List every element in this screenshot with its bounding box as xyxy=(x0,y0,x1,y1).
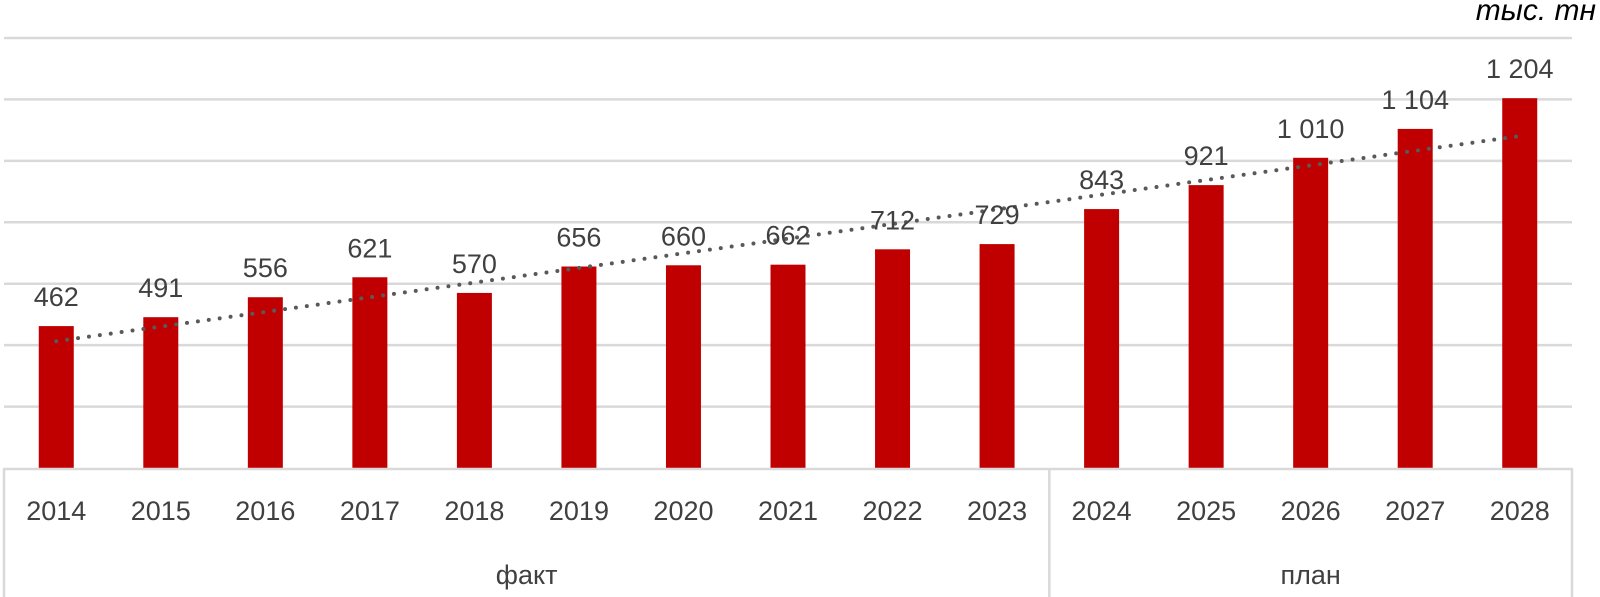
data-label-2023: 729 xyxy=(975,200,1020,230)
bar-2024 xyxy=(1084,209,1120,469)
bar-2028 xyxy=(1502,98,1538,468)
tick-label-2026: 2026 xyxy=(1281,496,1341,526)
tick-label-2023: 2023 xyxy=(967,496,1027,526)
bar-2020 xyxy=(665,265,701,468)
bar-2014 xyxy=(38,326,74,468)
tick-label-2020: 2020 xyxy=(653,496,713,526)
bar-2019 xyxy=(561,266,597,468)
data-label-2028: 1 204 xyxy=(1486,54,1554,84)
tick-label-2014: 2014 xyxy=(26,496,86,526)
tick-label-2022: 2022 xyxy=(862,496,922,526)
data-label-2021: 662 xyxy=(765,221,810,251)
tick-label-2025: 2025 xyxy=(1176,496,1236,526)
data-label-2015: 491 xyxy=(138,273,183,303)
tick-label-2015: 2015 xyxy=(131,496,191,526)
data-label-2022: 712 xyxy=(870,205,915,235)
bar-2022 xyxy=(875,249,911,468)
data-label-2024: 843 xyxy=(1079,165,1124,195)
data-label-2027: 1 104 xyxy=(1381,85,1449,115)
group-label: план xyxy=(1281,560,1341,590)
data-label-2016: 556 xyxy=(243,253,288,283)
bar-2027 xyxy=(1397,128,1433,468)
bar-2018 xyxy=(456,292,492,468)
tick-label-2019: 2019 xyxy=(549,496,609,526)
bar-2015 xyxy=(143,317,179,468)
data-label-2019: 656 xyxy=(556,223,601,253)
data-label-2020: 660 xyxy=(661,221,706,251)
data-label-2014: 462 xyxy=(34,282,79,312)
trendline-layer xyxy=(54,134,1522,344)
bar-2021 xyxy=(770,264,806,468)
data-label-2025: 921 xyxy=(1184,141,1229,171)
data-label-2026: 1 010 xyxy=(1277,114,1345,144)
bar-2025 xyxy=(1188,185,1224,468)
tick-label-2017: 2017 xyxy=(340,496,400,526)
bar-2016 xyxy=(247,297,283,468)
trendline xyxy=(54,134,1522,344)
tick-label-2021: 2021 xyxy=(758,496,818,526)
tick-label-2024: 2024 xyxy=(1072,496,1132,526)
bar-2023 xyxy=(979,244,1015,468)
category-axis: 2014 2015 2016 2017 2018 2019 2020 2021 2022 2023… xyxy=(2,467,1574,597)
tick-label-2016: 2016 xyxy=(235,496,295,526)
bar-2017 xyxy=(352,277,388,468)
tick-label-2027: 2027 xyxy=(1385,496,1445,526)
data-label-2018: 570 xyxy=(452,249,497,279)
bar-2026 xyxy=(1293,157,1329,469)
unit-label: тыс. тн xyxy=(1475,0,1596,27)
data-labels: 462 491 556 621 570 656 660 662 712 729 843 921 1 01… xyxy=(34,54,1554,312)
bars xyxy=(38,98,1538,469)
group-label: факт xyxy=(496,560,558,590)
tick-label-2018: 2018 xyxy=(444,496,504,526)
tick-label-2028: 2028 xyxy=(1490,496,1550,526)
data-label-2017: 621 xyxy=(347,233,392,263)
